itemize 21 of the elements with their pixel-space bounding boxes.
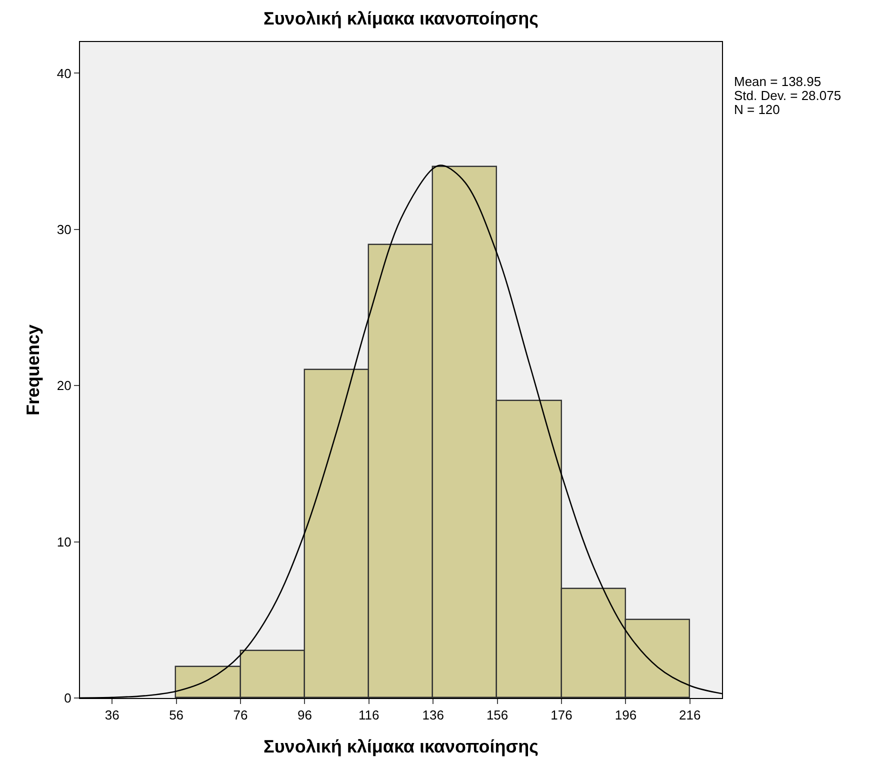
- x-tick-label: 56: [169, 708, 184, 723]
- x-tick-label: 176: [550, 708, 572, 723]
- text: N = 120: [734, 102, 780, 117]
- x-tick-label: 96: [297, 708, 312, 723]
- x-tick-label: 76: [233, 708, 248, 723]
- text: Std. Dev. = 28.075: [734, 88, 842, 103]
- x-tick-label: 36: [104, 708, 120, 723]
- x-tick-label: 116: [358, 708, 380, 723]
- chart-title: Συνολική κλίμακα ικανοποίησης: [264, 8, 538, 28]
- y-tick-label: 20: [56, 378, 72, 394]
- x-tick-label: 216: [679, 708, 701, 723]
- y-tick-label: 0: [64, 690, 72, 706]
- x-tick-label: 136: [422, 708, 444, 723]
- x-tick-label: 196: [614, 708, 637, 723]
- y-tick-label: 40: [56, 66, 72, 81]
- y-axis-title: Frequency: [23, 324, 44, 416]
- y-tick-label: 30: [56, 222, 72, 237]
- x-axis-title: Συνολική κλίμακα ικανοποίησης: [264, 736, 538, 757]
- text: Mean = 138.95: [734, 74, 822, 89]
- y-tick-label: 10: [56, 534, 72, 550]
- x-tick-label: 156: [486, 708, 508, 723]
